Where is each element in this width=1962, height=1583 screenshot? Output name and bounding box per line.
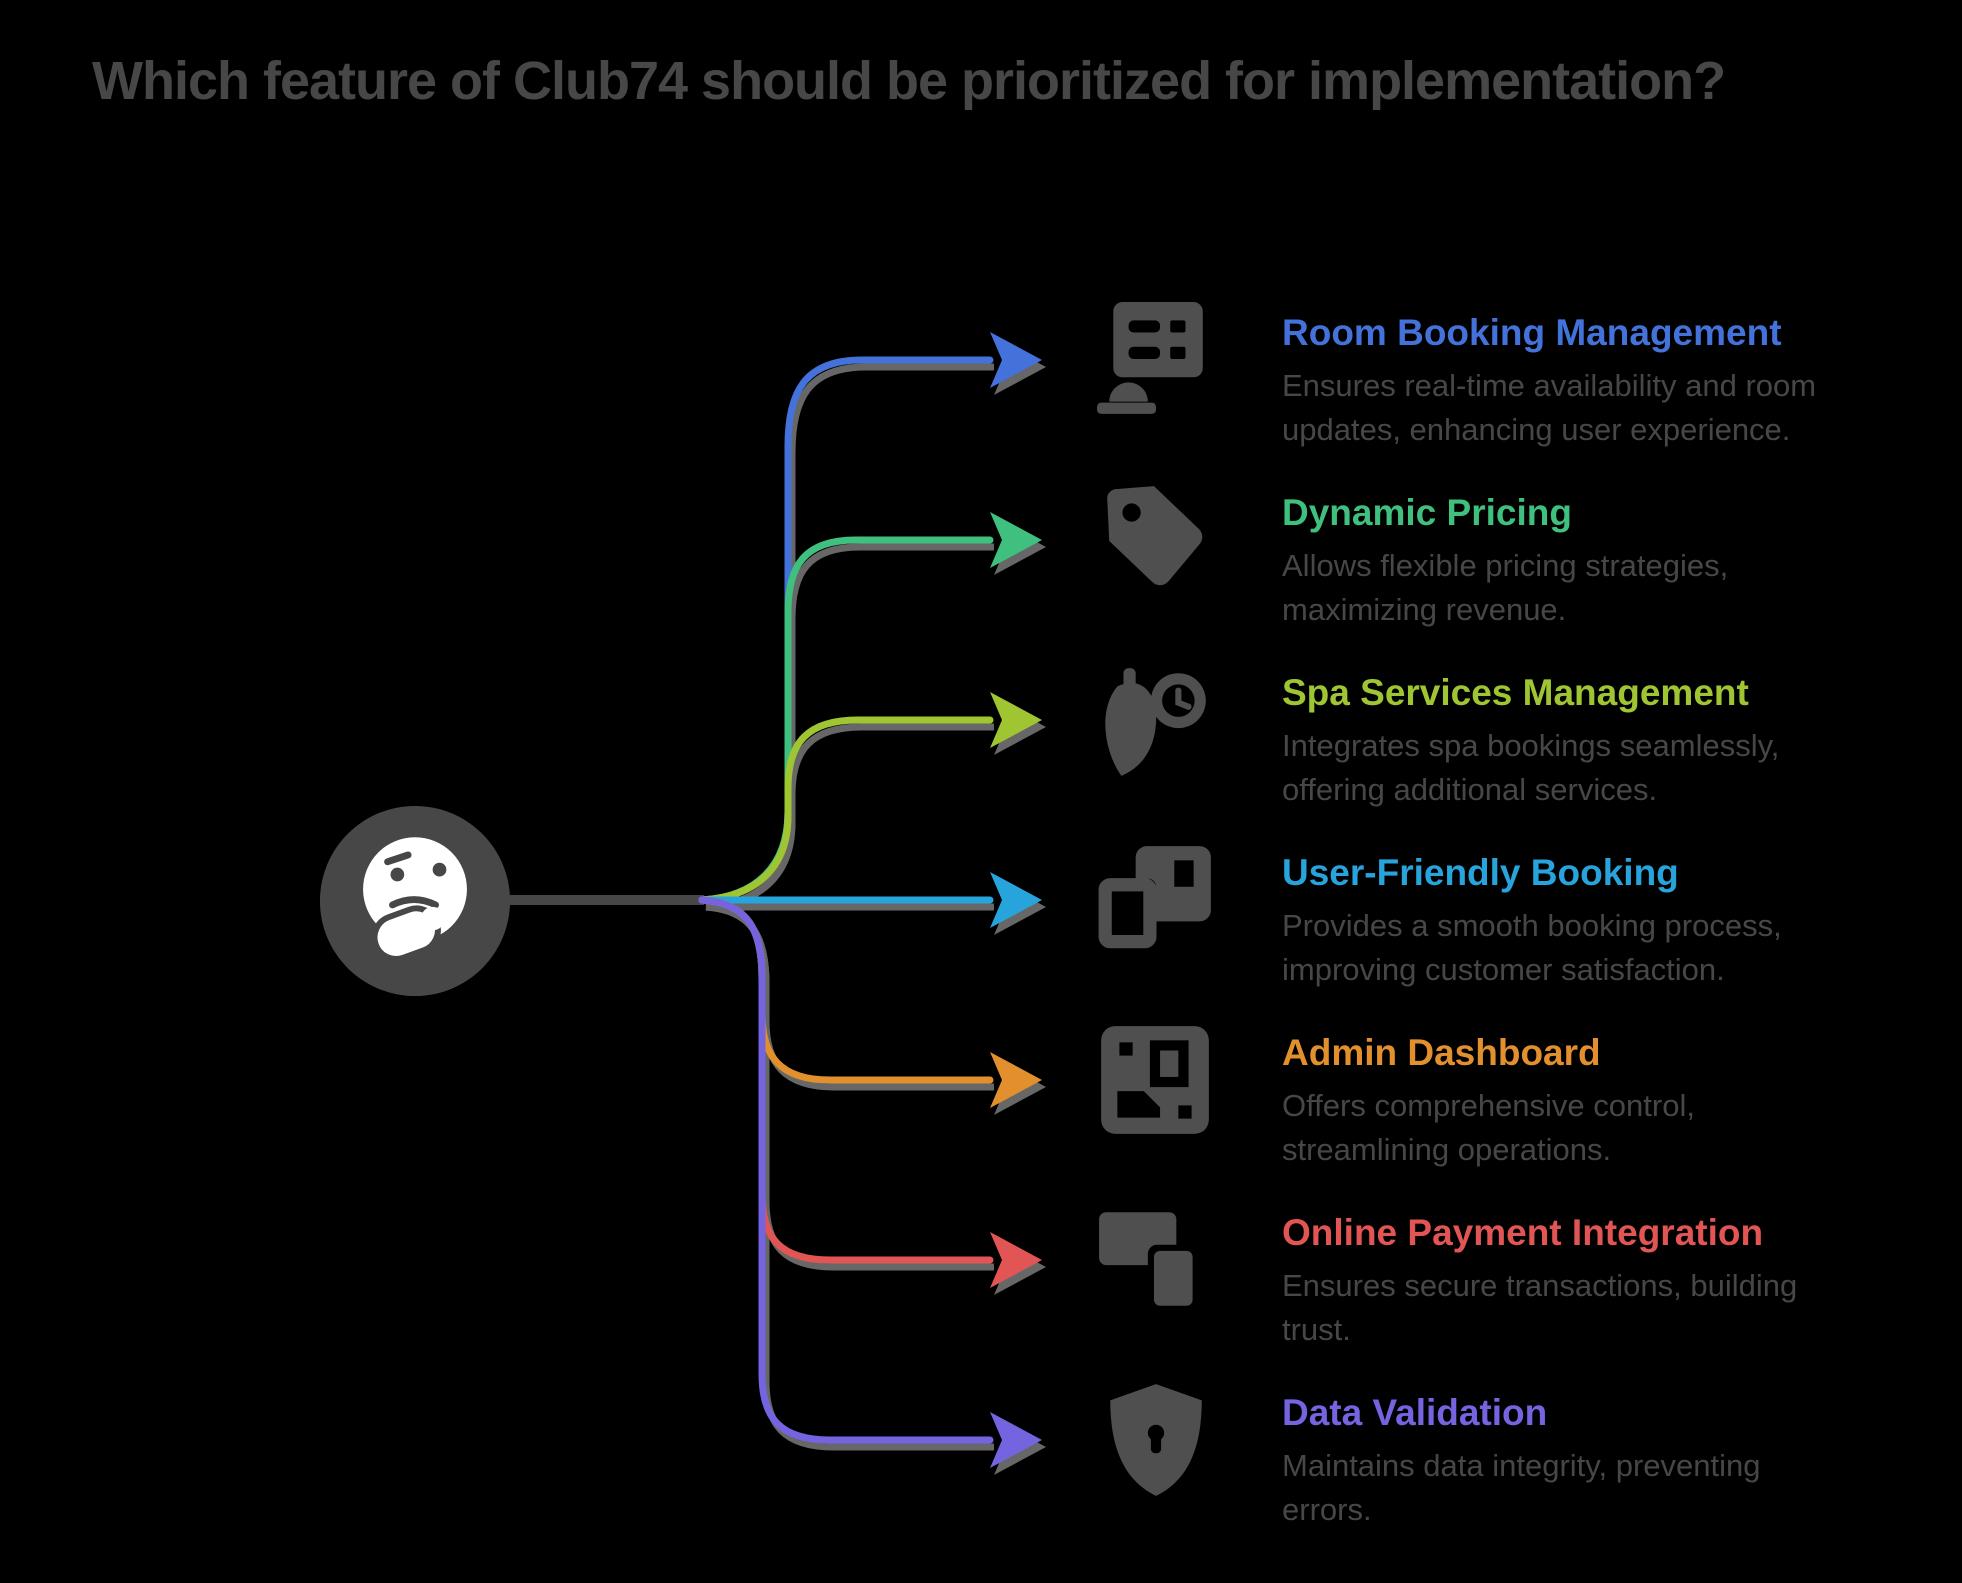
- shield-icon: [1095, 1380, 1217, 1502]
- payment-icon: [1095, 1200, 1217, 1322]
- arrowhead-user-friendly: [990, 872, 1042, 928]
- line-shadows: [705, 339, 1046, 1475]
- branch-room-booking: [698, 356, 994, 904]
- feature-row-spa-services: Spa Services Management Integrates spa b…: [1095, 660, 1885, 830]
- feature-row-dynamic-pricing: Dynamic Pricing Allows flexible pricing …: [1095, 480, 1885, 650]
- feature-row-data-validation: Data Validation Maintains data integrity…: [1095, 1380, 1885, 1550]
- feature-title: Online Payment Integration: [1282, 1212, 1764, 1253]
- arrowhead-room-booking: [990, 332, 1042, 388]
- thinking-face-emoji: [319, 805, 511, 997]
- feature-title: User-Friendly Booking: [1282, 852, 1679, 893]
- feature-description: Ensures secure transactions, building tr…: [1282, 1268, 1798, 1347]
- feature-row-user-friendly: User-Friendly Booking Provides a smooth …: [1095, 840, 1885, 1010]
- feature-description: Offers comprehensive control, streamlini…: [1282, 1088, 1695, 1167]
- feature-row-room-booking: Room Booking Management Ensures real-tim…: [1095, 300, 1885, 470]
- feature-title: Room Booking Management: [1282, 312, 1782, 353]
- feature-description: Integrates spa bookings seamlessly, offe…: [1282, 728, 1780, 807]
- booking-windows-icon: [1095, 840, 1217, 962]
- feature-title: Spa Services Management: [1282, 672, 1749, 713]
- feature-title: Dynamic Pricing: [1282, 492, 1572, 533]
- price-tag-icon: [1095, 480, 1217, 602]
- page-title: Which feature of Club74 should be priori…: [92, 51, 1726, 111]
- booking-list-icon: [1095, 300, 1217, 422]
- arrowhead-dynamic-pricing: [990, 512, 1042, 568]
- arrowhead-spa-services: [990, 692, 1042, 748]
- feature-row-admin-dashboard: Admin Dashboard Offers comprehensive con…: [1095, 1020, 1885, 1190]
- feature-title: Admin Dashboard: [1282, 1032, 1601, 1073]
- spa-clock-icon: [1095, 660, 1217, 782]
- arrowhead-admin-dashboard: [990, 1052, 1042, 1108]
- arrowhead-data-validation: [990, 1412, 1042, 1468]
- feature-description: Allows flexible pricing strategies, maxi…: [1282, 548, 1729, 627]
- feature-description: Ensures real-time availability and room …: [1282, 368, 1817, 447]
- feature-description: Provides a smooth booking process, impro…: [1282, 908, 1782, 987]
- central-question-node: [317, 803, 513, 999]
- dashboard-icon: [1095, 1020, 1217, 1142]
- branch-data-validation: [698, 896, 994, 1444]
- branch-admin-dashboard: [698, 896, 994, 1084]
- feature-row-online-payment: Online Payment Integration Ensures secur…: [1095, 1200, 1885, 1370]
- feature-title: Data Validation: [1282, 1392, 1548, 1433]
- feature-description: Maintains data integrity, preventing err…: [1282, 1448, 1761, 1527]
- branch-spa-services: [698, 716, 994, 904]
- arrowhead-online-payment: [990, 1232, 1042, 1288]
